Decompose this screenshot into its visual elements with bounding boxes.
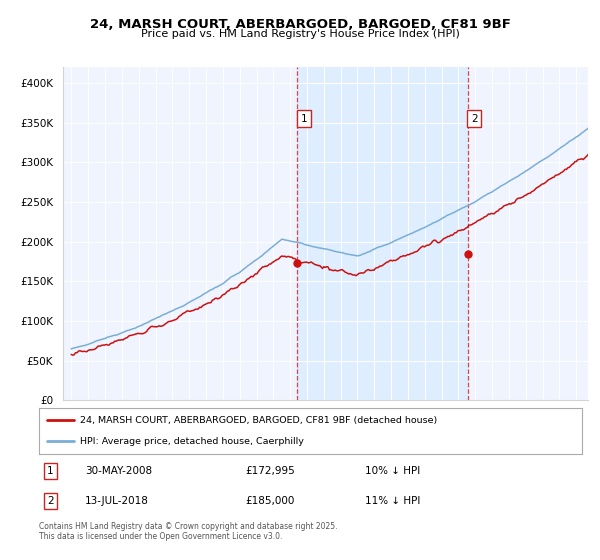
Text: 24, MARSH COURT, ABERBARGOED, BARGOED, CF81 9BF: 24, MARSH COURT, ABERBARGOED, BARGOED, C… — [89, 18, 511, 31]
Bar — [297, 67, 467, 400]
Text: HPI: Average price, detached house, Caerphilly: HPI: Average price, detached house, Caer… — [80, 437, 304, 446]
Text: 13-JUL-2018: 13-JUL-2018 — [85, 496, 149, 506]
Text: 10% ↓ HPI: 10% ↓ HPI — [365, 466, 420, 476]
Text: 30-MAY-2008: 30-MAY-2008 — [85, 466, 152, 476]
Text: 24, MARSH COURT, ABERBARGOED, BARGOED, CF81 9BF (detached house): 24, MARSH COURT, ABERBARGOED, BARGOED, C… — [80, 416, 437, 424]
Text: £185,000: £185,000 — [245, 496, 295, 506]
Text: Contains HM Land Registry data © Crown copyright and database right 2025.
This d: Contains HM Land Registry data © Crown c… — [39, 522, 337, 542]
Text: 1: 1 — [301, 114, 307, 124]
Text: 11% ↓ HPI: 11% ↓ HPI — [365, 496, 420, 506]
Text: 2: 2 — [471, 114, 478, 124]
Text: Price paid vs. HM Land Registry's House Price Index (HPI): Price paid vs. HM Land Registry's House … — [140, 29, 460, 39]
Text: 1: 1 — [47, 466, 54, 476]
Text: 2: 2 — [47, 496, 54, 506]
Text: £172,995: £172,995 — [245, 466, 295, 476]
